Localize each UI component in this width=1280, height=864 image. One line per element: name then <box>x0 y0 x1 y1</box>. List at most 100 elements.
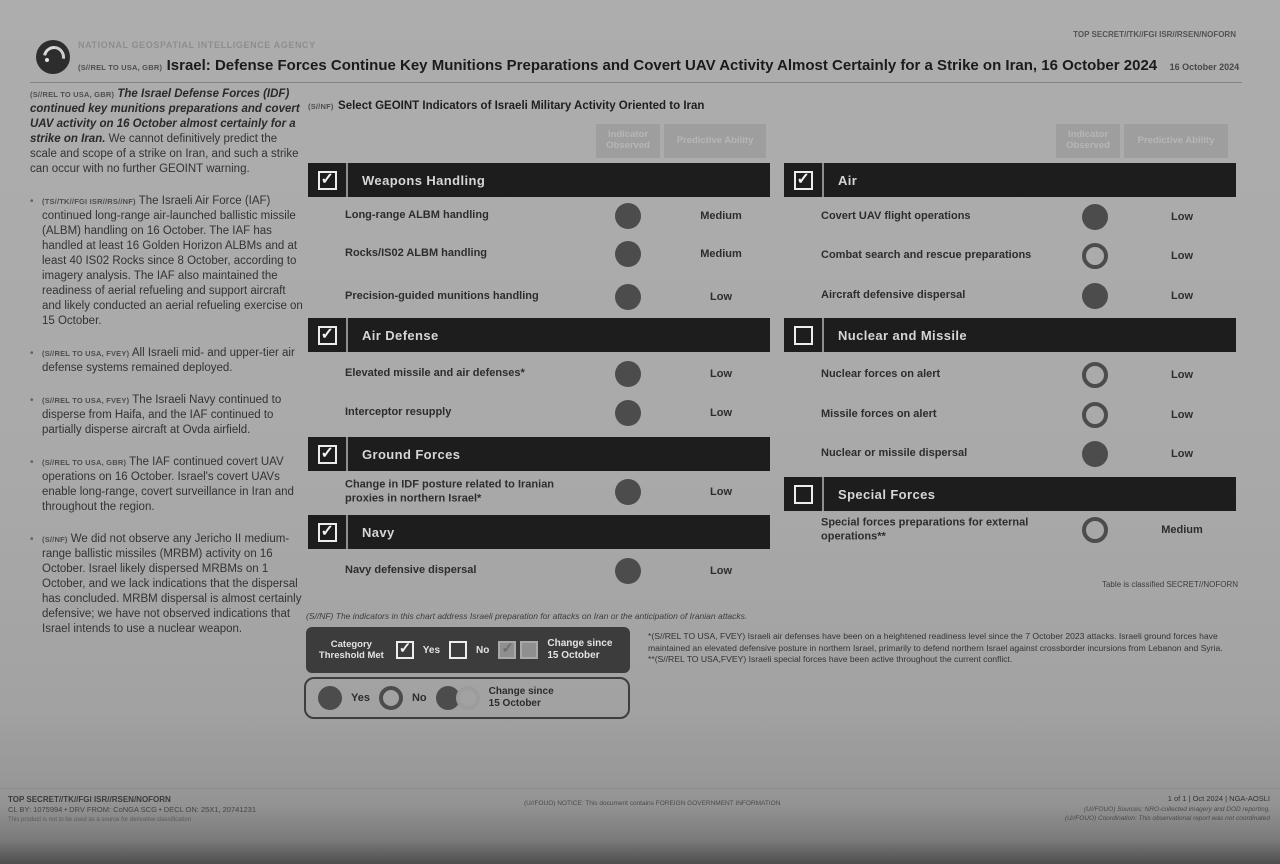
bullet-text: We did not observe any Jericho II medium… <box>42 533 302 635</box>
section-bar-navy: Navy <box>308 515 770 549</box>
predictive-ability-value: Low <box>1171 369 1193 381</box>
checkbox-icon <box>793 325 813 345</box>
bullet-dot-icon <box>30 194 42 329</box>
indicator-label: Nuclear forces on alert <box>821 368 941 381</box>
summary-rest: We cannot definitively predict the scale… <box>30 133 299 175</box>
indicator-label: Long-range ALBM handling <box>345 209 489 222</box>
checkbox-gray-checked-icon <box>498 639 517 659</box>
footer-divider <box>0 788 1280 789</box>
indicator-label: Special forces preparations for external… <box>821 516 1029 542</box>
section-label: Special Forces <box>838 486 936 502</box>
observed-dot-icon <box>1082 204 1108 230</box>
bullet-classification: (TS//TK//FGI ISR//RS//NF) <box>42 197 136 206</box>
table-row: Long-range ALBM handling Medium <box>308 196 770 236</box>
nga-logo-icon <box>36 40 70 74</box>
checkbox-gray-empty-icon <box>520 641 539 659</box>
checkbox-icon <box>317 324 337 345</box>
summary-bullet: (S//REL TO USA, GBR) The IAF continued c… <box>30 455 303 515</box>
legend-yes-label: Yes <box>351 692 370 704</box>
observed-dot-icon <box>1082 243 1108 269</box>
observed-dot-icon <box>615 361 641 387</box>
indicator-label: Nuclear or missile dispersal <box>821 447 968 460</box>
section-bar-weapons-handling: Weapons Handling <box>308 163 770 197</box>
predictive-ability-value: Low <box>710 565 732 577</box>
bullet-dot-icon <box>30 393 42 438</box>
section-label: Air <box>838 172 858 188</box>
table-row: Interceptor resupply Low <box>308 393 770 433</box>
section-bar-nuclear-and-missile: Nuclear and Missile <box>784 318 1236 352</box>
chart-title-text: Select GEOINT Indicators of Israeli Mili… <box>338 100 705 112</box>
section-bar-air: Air <box>784 163 1236 197</box>
observed-dot-icon <box>1082 283 1108 309</box>
observed-dot-icon <box>615 558 641 584</box>
legend-no-label: No <box>476 644 490 656</box>
observed-dot-icon <box>615 241 641 267</box>
table-classification-note: Table is classified SECRET//NOFORN <box>1101 580 1238 589</box>
observed-dot-icon <box>1082 441 1108 467</box>
table-row: Covert UAV flight operations Low <box>784 197 1236 237</box>
indicator-label: Interceptor resupply <box>345 406 452 419</box>
predictive-ability-value: Low <box>710 407 732 419</box>
section-label: Air Defense <box>362 327 439 343</box>
table-row: Nuclear forces on alert Low <box>784 355 1236 395</box>
predictive-ability-value: Low <box>1171 211 1193 223</box>
predictive-ability-value: Low <box>1171 250 1193 262</box>
bullet-dot-icon <box>30 532 42 637</box>
footer-page-info: 1 of 1 | Oct 2024 | NGA-AOSLI <box>1167 794 1270 803</box>
checkbox-icon <box>793 484 813 504</box>
checkbox-icon <box>317 443 337 464</box>
agency-name: NATIONAL GEOSPATIAL INTELLIGENCE AGENCY <box>78 40 316 50</box>
footer-notice: (U//FOUO) NOTICE: This document contains… <box>524 800 781 807</box>
table-row: Special forces preparations for external… <box>784 510 1236 550</box>
indicator-label: Combat search and rescue preparations <box>821 249 1032 262</box>
chart-classification: (S//NF) <box>308 102 334 111</box>
indicator-label: Missile forces on alert <box>821 408 937 421</box>
legend-category-threshold: Category Threshold Met Yes No Change sin… <box>306 627 630 673</box>
table-row: Missile forces on alert Low <box>784 395 1236 435</box>
indicator-label: Rocks/IS02 ALBM handling <box>345 247 488 260</box>
summary-paragraph: (S//REL TO USA, GBR) The Israel Defense … <box>30 87 303 177</box>
predictive-ability-value: Low <box>710 486 732 498</box>
indicator-label: Elevated missile and air defenses* <box>345 367 525 380</box>
observed-dot-icon <box>615 203 641 229</box>
observed-dot-icon <box>1082 402 1108 428</box>
legend-change-label: Change since 15 October <box>547 638 613 661</box>
summary-bullet: (S//REL TO USA, FVEY) All Israeli mid- a… <box>30 346 303 376</box>
title-classification: (S//REL TO USA, GBR) <box>78 63 163 72</box>
chart-title: (S//NF) Select GEOINT Indicators of Isra… <box>308 96 704 114</box>
table-row: Combat search and rescue preparations Lo… <box>784 236 1236 276</box>
footer-classification: TOP SECRET//TK//FGI ISR//RSEN/NOFORN <box>8 795 171 804</box>
summary-bullet: (S//REL TO USA, FVEY) The Israeli Navy c… <box>30 393 303 438</box>
title-line: (S//REL TO USA, GBR) Israel: Defense For… <box>78 57 1248 75</box>
footer-right: 1 of 1 | Oct 2024 | NGA-AOSLI (U//FOUO) … <box>1065 794 1270 824</box>
predictive-ability-value: Low <box>1171 290 1193 302</box>
footer-cl-by: CL BY: 1075994 • DRV FROM: CoNGA SCG • D… <box>8 805 257 815</box>
section-label: Nuclear and Missile <box>838 327 967 343</box>
checkbox-checked-icon <box>395 639 414 659</box>
footer-sources: (U//FOUO) Sources: NRO-collected imagery… <box>1083 805 1270 813</box>
section-bar-special-forces: Special Forces <box>784 477 1236 511</box>
summary-bullet: (S//NF) We did not observe any Jericho I… <box>30 532 303 637</box>
legend-change-label: Change since 15 October <box>488 686 554 709</box>
observed-dot-icon <box>615 479 641 505</box>
dot-filled-icon <box>318 686 342 710</box>
summary-bullet: (TS//TK//FGI ISR//RS//NF) The Israeli Ai… <box>30 194 303 329</box>
footnote-1: *(S//REL TO USA, FVEY) Israeli air defen… <box>648 631 1223 653</box>
table-row: Change in IDF posture related to Iranian… <box>308 472 770 512</box>
table-row: Navy defensive dispersal Low <box>308 551 770 591</box>
bullet-classification: (S//REL TO USA, FVEY) <box>42 396 130 405</box>
predictive-ability-value: Medium <box>1161 524 1203 536</box>
predictive-ability-value: Low <box>710 291 732 303</box>
header-divider <box>30 82 1242 83</box>
column-header-predictive-ability: Predictive Ability <box>1124 124 1228 158</box>
checkbox-empty-icon <box>449 641 468 659</box>
bullet-text: All Israeli mid- and upper-tier air defe… <box>42 347 295 374</box>
footnote-2: **(S//REL TO USA,FVEY) Israeli special f… <box>648 654 1013 665</box>
section-label: Weapons Handling <box>362 172 486 188</box>
bullet-classification: (S//REL TO USA, FVEY) <box>42 349 130 358</box>
bullet-text: The Israeli Navy continued to disperse f… <box>42 394 282 436</box>
predictive-ability-value: Low <box>1171 409 1193 421</box>
checkbox-icon <box>317 169 337 190</box>
table-row: Nuclear or missile dispersal Low <box>784 434 1236 474</box>
predictive-ability-value: Medium <box>700 248 742 260</box>
